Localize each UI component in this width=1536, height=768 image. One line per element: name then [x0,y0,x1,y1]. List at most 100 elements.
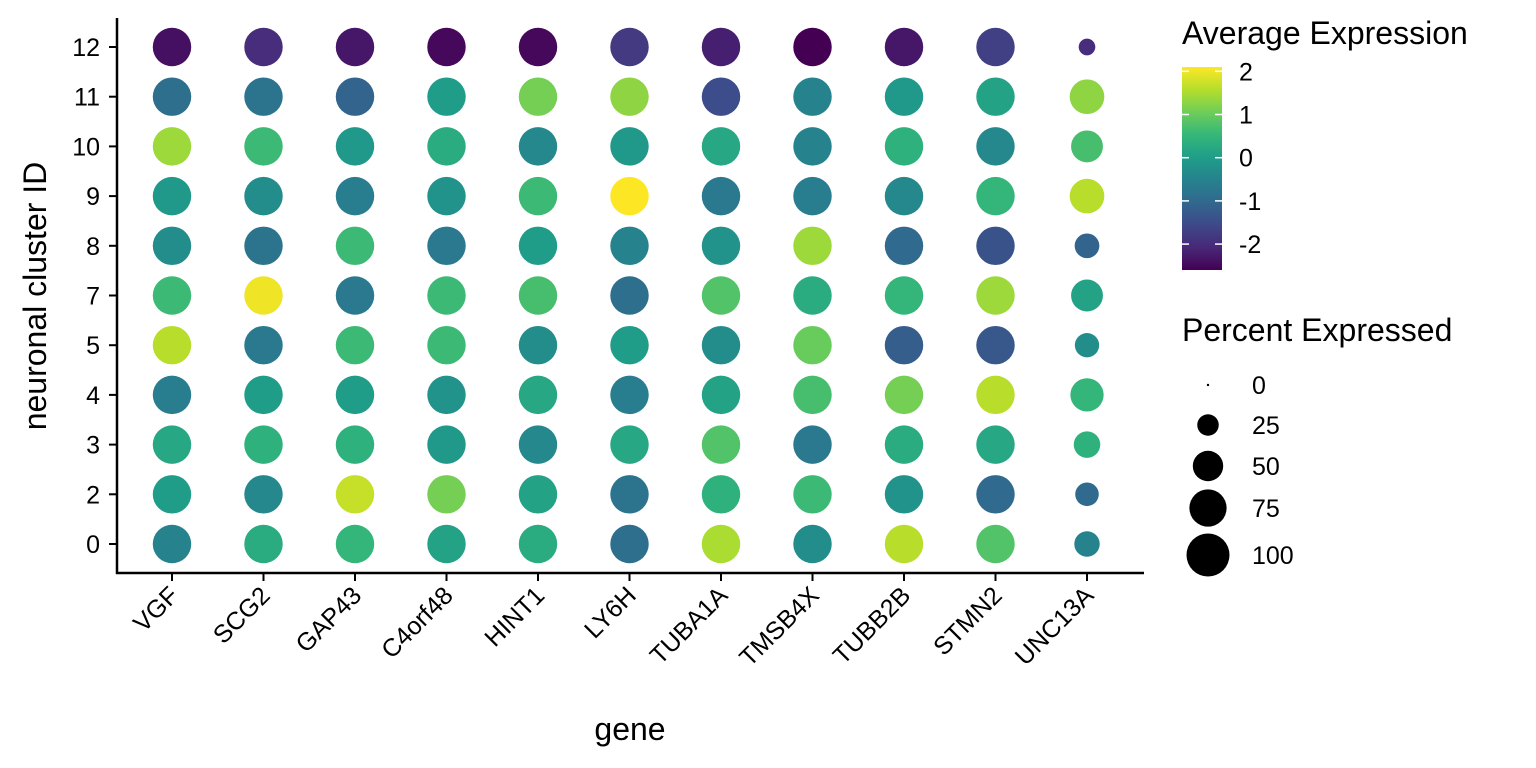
dot-LY6H-cluster-3 [610,425,649,464]
dot-LY6H-cluster-4 [610,375,649,415]
dot-C4orf48-cluster-10 [427,127,466,166]
dot-TUBA1A-cluster-2 [701,475,741,514]
dot-VGF-cluster-7 [152,276,192,315]
dot-TMSB4X-cluster-12 [793,27,832,67]
dot-LY6H-cluster-9 [610,176,649,216]
dot-VGF-cluster-10 [152,127,192,166]
dot-SCG2-cluster-4 [244,375,283,415]
dot-SCG2-cluster-9 [244,176,283,216]
y-tick-label: 4 [86,382,100,410]
dot-TMSB4X-cluster-4 [793,375,832,415]
dot-VGF-cluster-5 [152,325,192,365]
size-legend-dot [1189,489,1227,527]
dot-UNC13A-cluster-10 [1071,130,1103,163]
size-legend-dot [1186,533,1230,577]
dot-HINT1-cluster-7 [518,276,558,315]
dot-GAP43-cluster-9 [335,176,375,216]
x-tick-label: SCG2 [208,581,276,649]
y-tick-label: 3 [86,432,100,460]
size-legend-title: Percent Expressed [1182,312,1452,348]
x-tick-label: STMN2 [928,581,1008,661]
y-tick-label: 11 [74,84,100,112]
dot-SCG2-cluster-10 [244,127,283,166]
dot-SCG2-cluster-2 [244,475,283,514]
y-tick-label: 0 [86,531,100,559]
dot-GAP43-cluster-10 [335,127,375,166]
dot-LY6H-cluster-10 [610,127,649,166]
dot-TMSB4X-cluster-2 [793,475,832,514]
dot-TUBA1A-cluster-7 [701,276,741,315]
color-legend-label: 2 [1239,58,1253,86]
dot-STMN2-cluster-2 [976,475,1015,514]
dot-STMN2-cluster-9 [976,176,1015,216]
x-axis-ticks: VGF SCG2 GAP43 C4orf48 HINT1 LY6H TUBA1A TMSB4X… [128,573,1099,672]
dot-SCG2-cluster-0 [244,524,283,564]
color-bar [1182,67,1222,270]
dot-VGF-cluster-11 [152,77,192,116]
dot-LY6H-cluster-2 [610,475,649,514]
size-legend-label: 100 [1252,542,1294,570]
dot-STMN2-cluster-3 [976,425,1015,464]
dot-TMSB4X-cluster-10 [793,127,832,166]
dot-STMN2-cluster-10 [976,127,1015,166]
dot-STMN2-cluster-11 [976,77,1015,116]
x-tick-label: GAP43 [290,581,367,658]
dot-LY6H-cluster-0 [610,524,649,564]
dot-GAP43-cluster-5 [335,325,375,365]
size-legend-label: 25 [1252,412,1280,440]
x-tick-label: VGF [128,581,184,637]
dot-HINT1-cluster-8 [518,226,558,266]
dot-C4orf48-cluster-11 [427,77,466,116]
dot-VGF-cluster-12 [152,27,192,67]
dot-STMN2-cluster-0 [976,524,1015,564]
y-tick-label: 7 [86,283,100,311]
dot-TUBB2B-cluster-2 [884,475,924,514]
dot-HINT1-cluster-0 [518,524,558,564]
dot-HINT1-cluster-5 [518,325,558,365]
dot-TUBA1A-cluster-4 [701,375,741,415]
dot-LY6H-cluster-7 [610,276,649,315]
dot-HINT1-cluster-10 [518,127,558,166]
size-legend-label: 0 [1252,372,1266,400]
dot-C4orf48-cluster-0 [427,524,466,564]
plot-area: 0 2 3 4 5 7 8 9 10 11 12 VGF SCG2 GAP43 C4orf48 HINT1 L… [72,18,1144,672]
y-tick-label: 9 [86,183,100,211]
dot-STMN2-cluster-12 [976,27,1015,67]
dot-SCG2-cluster-5 [244,325,283,365]
dot-TUBB2B-cluster-7 [884,276,924,315]
dot-TMSB4X-cluster-8 [793,226,832,266]
dot-TUBB2B-cluster-8 [884,226,924,266]
dot-VGF-cluster-9 [152,176,192,216]
size-legend-label: 75 [1252,495,1280,523]
dot-TUBA1A-cluster-0 [701,524,741,564]
dot-VGF-cluster-3 [152,425,192,464]
size-legend-dot [1192,450,1224,482]
dot-SCG2-cluster-11 [244,77,283,116]
color-legend-label: 1 [1239,102,1253,130]
dot-C4orf48-cluster-12 [427,27,466,67]
dot-UNC13A-cluster-3 [1073,431,1101,458]
y-tick-label: 8 [86,233,100,261]
dot-TUBA1A-cluster-8 [701,226,741,266]
dot-C4orf48-cluster-8 [427,226,466,266]
dot-TUBB2B-cluster-10 [884,127,924,166]
color-legend-label: 0 [1239,145,1253,173]
dot-LY6H-cluster-5 [610,325,649,365]
dot-LY6H-cluster-8 [610,226,649,266]
dot-GAP43-cluster-0 [335,524,375,564]
dot-TUBB2B-cluster-3 [884,425,924,464]
dot-GAP43-cluster-7 [335,276,375,315]
x-axis-title: gene [594,711,665,747]
dot-GAP43-cluster-2 [335,475,375,514]
dot-VGF-cluster-8 [152,226,192,266]
dot-STMN2-cluster-7 [976,276,1015,315]
dot-GAP43-cluster-12 [335,27,375,67]
dot-TMSB4X-cluster-11 [793,77,832,116]
dot-UNC13A-cluster-5 [1074,333,1100,358]
dot-TUBB2B-cluster-0 [884,524,924,564]
dot-HINT1-cluster-3 [518,425,558,464]
dot-SCG2-cluster-7 [244,276,283,315]
dot-HINT1-cluster-2 [518,475,558,514]
dot-TUBB2B-cluster-9 [884,176,924,216]
